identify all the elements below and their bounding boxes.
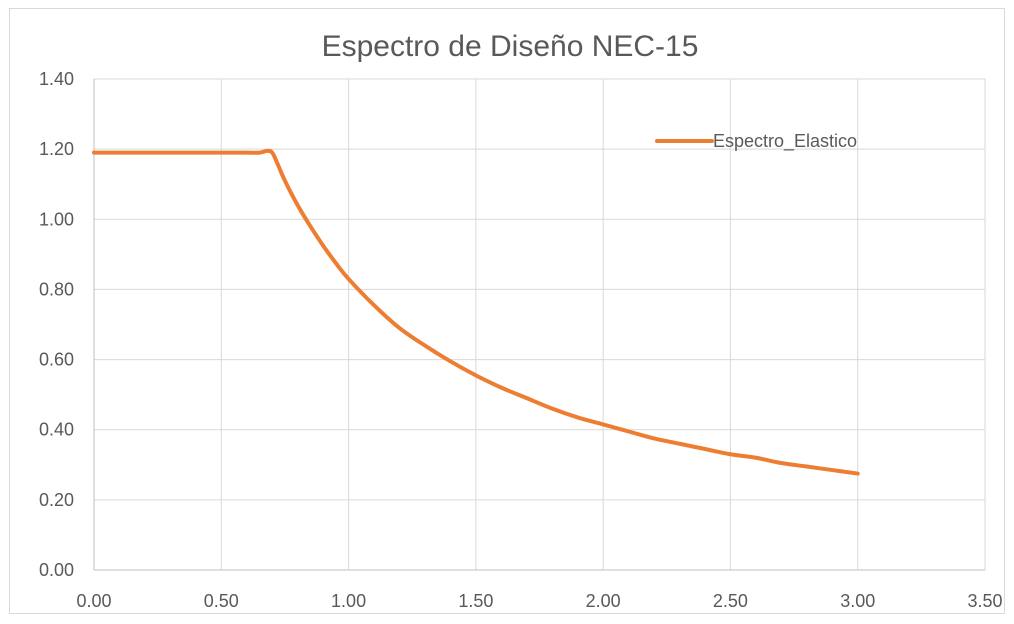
series-line (92, 148, 860, 476)
x-tick-label: 3.50 (967, 591, 1002, 611)
legend: Espectro_Elastico (655, 131, 857, 152)
gridlines (94, 78, 986, 570)
series-layer (92, 148, 860, 476)
y-tick-label: 0.80 (39, 279, 74, 299)
y-tick-label: 0.40 (39, 420, 74, 440)
tick-labels: 0.00 0.20 0.40 0.60 0.80 1.00 1.20 1.40 0.00 0.50… (39, 69, 1003, 611)
y-tick-label: 0.60 (39, 350, 74, 370)
legend-label: Espectro_Elastico (713, 131, 857, 152)
y-tick-label: 0.00 (39, 560, 74, 580)
axes (93, 79, 985, 571)
x-tick-label: 2.00 (586, 591, 621, 611)
x-tick-label: 0.00 (76, 591, 111, 611)
x-tick-label: 3.00 (840, 591, 875, 611)
x-tick-label: 1.50 (458, 591, 493, 611)
x-tick-label: 0.50 (204, 591, 239, 611)
y-tick-label: 0.20 (39, 490, 74, 510)
x-tick-label: 1.00 (331, 591, 366, 611)
chart-frame (9, 8, 1005, 614)
y-tick-label: 1.40 (39, 69, 74, 89)
chart-title: Espectro de Diseño NEC-15 (322, 30, 699, 63)
x-tick-label: 2.50 (713, 591, 748, 611)
y-tick-label: 1.00 (39, 209, 74, 229)
y-tick-label: 1.20 (39, 139, 74, 159)
